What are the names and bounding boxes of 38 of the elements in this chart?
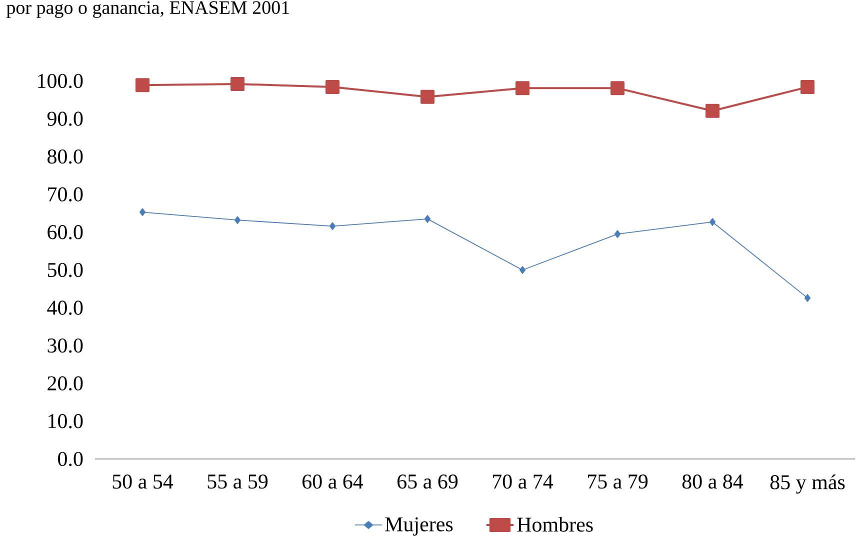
x-tick-label: 60 a 64 <box>302 474 364 489</box>
point <box>230 77 245 92</box>
legend-label: Hombres <box>517 516 593 532</box>
x-tick-label: 55 a 59 <box>208 474 268 489</box>
y-tick-label: 80.0 <box>48 149 83 164</box>
y-tick-label: 50.0 <box>48 262 83 278</box>
y-tick-label: 100.0 <box>38 74 83 88</box>
y-tick-label: 10.0 <box>48 414 83 428</box>
y-tick-label: 60.0 <box>48 225 83 240</box>
y-tick-label: 90.0 <box>47 112 83 126</box>
point <box>519 266 526 274</box>
point <box>136 78 150 92</box>
y-tick-label: 70.0 <box>48 187 83 202</box>
y-tick-label: 40.0 <box>47 300 83 315</box>
point <box>804 294 811 302</box>
x-tick-label: 85 y más <box>770 474 845 494</box>
point <box>326 80 340 94</box>
point <box>424 215 431 223</box>
point <box>139 208 146 216</box>
point <box>420 90 435 104</box>
y-tick-label: 0.0 <box>58 452 83 466</box>
point <box>614 230 621 238</box>
y-tick-label: 30.0 <box>48 338 83 353</box>
point <box>610 81 625 96</box>
point <box>706 104 720 118</box>
point <box>234 216 241 224</box>
x-tick-label: 80 a 84 <box>682 474 744 489</box>
chart-title: por pago o ganancia, ENASEM 2001 <box>6 1 289 18</box>
legend-label: Mujeres <box>385 517 453 536</box>
point <box>709 218 716 226</box>
point <box>800 80 814 94</box>
point <box>516 81 530 96</box>
x-tick-label: 50 a 54 <box>112 474 174 489</box>
x-tick-label: 65 a 69 <box>398 474 458 489</box>
y-tick-label: 20.0 <box>48 376 83 391</box>
point <box>329 222 336 230</box>
x-tick-label: 75 a 79 <box>588 474 648 489</box>
x-tick-label: 70 a 74 <box>492 474 554 489</box>
